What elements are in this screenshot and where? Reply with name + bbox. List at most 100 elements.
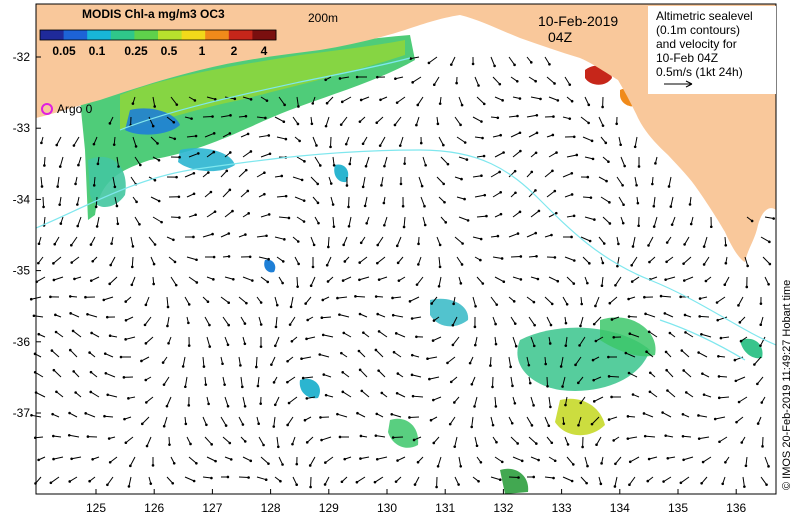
velocity-arrow-head (248, 255, 252, 259)
velocity-arrow-head (697, 414, 700, 417)
velocity-arrow (764, 276, 770, 285)
velocity-arrow (186, 135, 197, 138)
velocity-arrow-head (40, 141, 43, 145)
velocity-arrow-head (592, 378, 595, 382)
velocity-arrow (632, 236, 636, 247)
velocity-arrow-head (396, 261, 400, 265)
longitude-axis: 125 126 127 128 129 130 131 132 133 134 135 136 (86, 489, 747, 515)
velocity-arrow-head (700, 481, 703, 485)
velocity-arrow-head (502, 151, 505, 154)
velocity-arrow-head (52, 434, 55, 438)
velocity-arrow (141, 416, 150, 425)
velocity-arrow-head (161, 361, 165, 364)
velocity-arrow-head (496, 116, 500, 120)
velocity-arrow (512, 276, 522, 280)
velocity-arrow-head (124, 318, 128, 322)
velocity-arrow-head (466, 219, 470, 222)
velocity-arrow-head (343, 457, 347, 461)
colorbar-tick-label: 2 (231, 44, 238, 58)
velocity-arrow-head (74, 391, 77, 394)
velocity-arrow-head (745, 285, 749, 289)
velocity-arrow-head (621, 183, 624, 187)
velocity-arrow (70, 236, 78, 246)
velocity-arrow (376, 256, 386, 264)
velocity-arrow (166, 296, 169, 307)
velocity-arrow-head (288, 323, 292, 326)
velocity-arrow-head (432, 441, 436, 445)
velocity-arrow-head (30, 414, 33, 417)
velocity-arrow-head (184, 422, 188, 426)
velocity-arrow (698, 352, 708, 358)
velocity-arrow (609, 296, 618, 304)
velocity-arrow (391, 413, 402, 418)
velocity-arrow-head (109, 263, 112, 267)
velocity-arrow (273, 416, 276, 427)
velocity-arrow-head (380, 184, 383, 187)
velocity-arrow-head (651, 182, 654, 186)
velocity-arrow-head (202, 365, 206, 368)
velocity-arrow-head (664, 278, 667, 281)
velocity-arrow (287, 376, 296, 383)
velocity-arrow (510, 255, 521, 258)
velocity-arrow (646, 351, 654, 358)
velocity-arrow-head (459, 123, 462, 127)
velocity-arrow (130, 236, 134, 247)
velocity-arrow (53, 456, 64, 460)
velocity-arrow (184, 172, 195, 178)
velocity-arrow (224, 210, 233, 218)
velocity-arrow-head (207, 402, 210, 406)
velocity-arrow (242, 396, 246, 407)
velocity-arrow-head (610, 318, 614, 321)
velocity-arrow-head (681, 412, 685, 416)
velocity-arrow-head (564, 403, 567, 407)
velocity-arrow-head (243, 342, 247, 346)
velocity-arrow (724, 276, 730, 285)
velocity-arrow (355, 295, 366, 298)
velocity-arrows (29, 56, 775, 489)
velocity-arrow-head (553, 459, 557, 463)
velocity-arrow (325, 456, 334, 463)
velocity-arrow-head (595, 443, 598, 447)
velocity-arrow (618, 196, 624, 205)
velocity-arrow-head (394, 332, 398, 335)
velocity-arrow-head (89, 243, 93, 246)
velocity-arrow-head (361, 185, 365, 189)
velocity-arrow-head (415, 335, 418, 339)
velocity-arrow-head (608, 222, 612, 225)
velocity-arrow (431, 296, 438, 304)
velocity-arrow (358, 350, 366, 358)
velocity-arrow-head (338, 77, 342, 80)
chl-small-patch-3 (299, 378, 320, 399)
velocity-arrow-head (556, 99, 560, 102)
velocity-arrow-head (347, 225, 351, 228)
velocity-arrow-head (734, 379, 738, 383)
map-frame (35, 3, 777, 495)
velocity-arrow (584, 456, 588, 467)
velocity-arrow-head (397, 279, 401, 282)
velocity-arrow-head (724, 261, 728, 265)
velocity-arrow (476, 276, 484, 284)
velocity-arrow-head (123, 417, 126, 421)
velocity-arrow (321, 436, 332, 441)
velocity-arrow (326, 256, 332, 266)
velocity-arrow-head (139, 163, 142, 167)
velocity-arrow-head (601, 124, 605, 127)
velocity-arrow (738, 296, 744, 306)
velocity-arrow-head (376, 75, 379, 79)
velocity-arrow-head (119, 355, 123, 359)
velocity-arrow (449, 416, 456, 425)
velocity-arrow (130, 176, 137, 185)
velocity-arrow (321, 316, 332, 319)
velocity-arrow-head (436, 464, 440, 468)
velocity-arrow-head (359, 457, 362, 460)
velocity-arrow-head (689, 222, 693, 226)
velocity-arrow-head (667, 185, 671, 188)
velocity-arrow-head (37, 261, 40, 265)
velocity-arrow (454, 436, 458, 447)
velocity-arrow (256, 116, 266, 119)
velocity-arrow-head (501, 99, 504, 102)
velocity-arrow-head (652, 204, 656, 208)
velocity-arrow (670, 196, 674, 207)
velocity-arrow-head (130, 283, 134, 287)
velocity-arrow (220, 416, 227, 426)
